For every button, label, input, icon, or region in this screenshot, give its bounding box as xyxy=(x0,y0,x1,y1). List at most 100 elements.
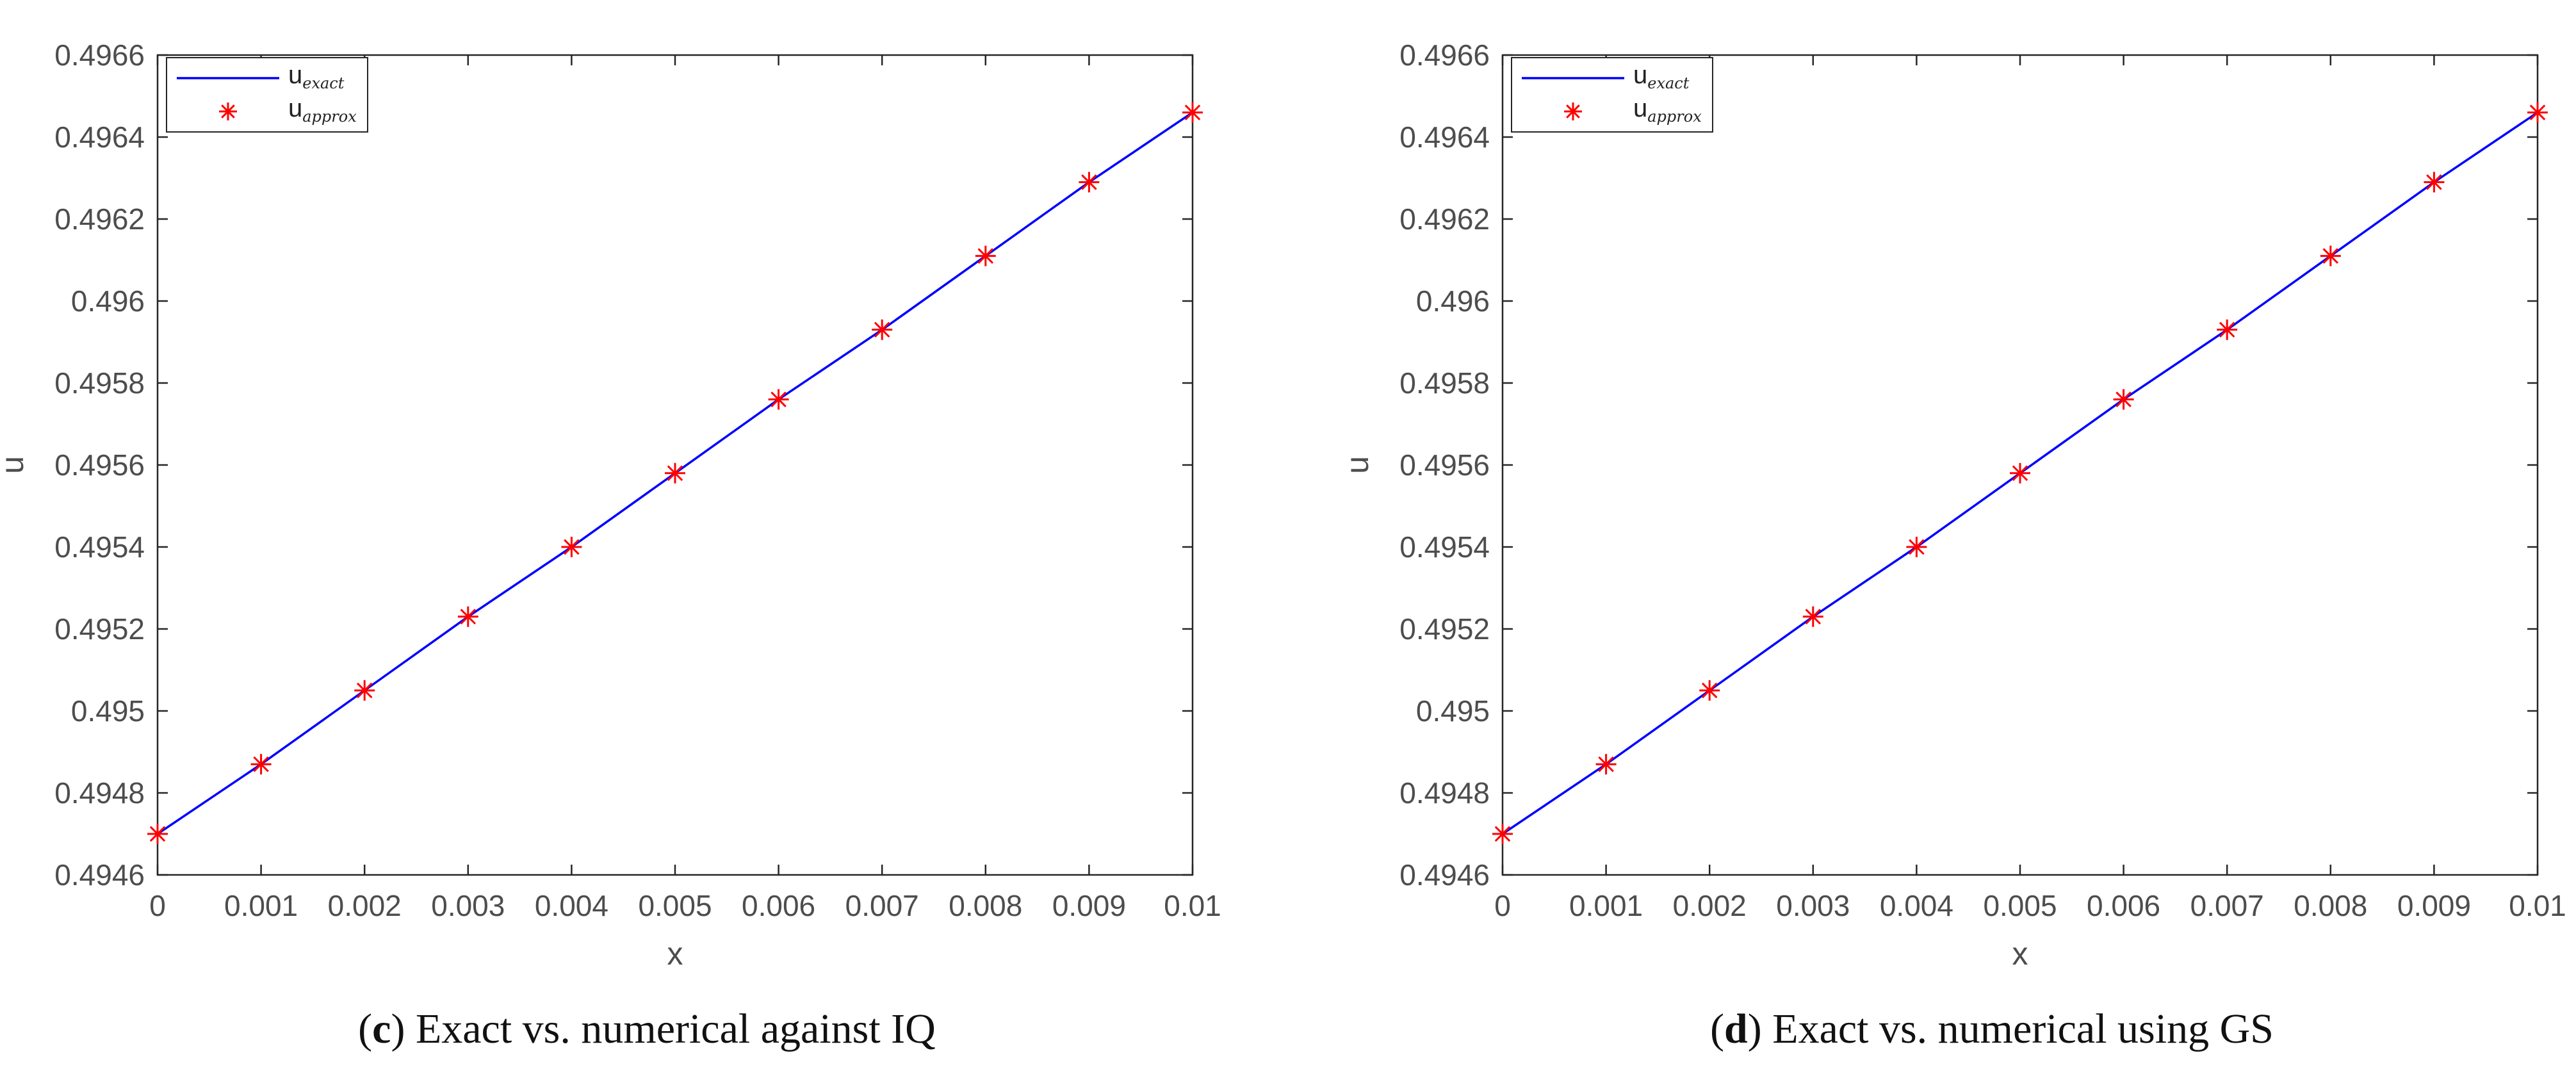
y-tick-label: 0.4956 xyxy=(54,448,145,482)
y-tick-label: 0.4966 xyxy=(54,38,145,72)
y-tick-label: 0.4946 xyxy=(1399,858,1490,892)
asterisk-stroke xyxy=(149,826,166,842)
asterisk-stroke xyxy=(1701,682,1718,699)
data-point-approx xyxy=(354,680,375,701)
legend-label-subscript: exact xyxy=(302,74,344,92)
legend-label: uexact xyxy=(288,61,345,92)
caption-paren-open: ( xyxy=(358,1006,372,1052)
y-tick-label: 0.4956 xyxy=(1399,448,1490,482)
asterisk-stroke xyxy=(1184,104,1201,120)
legend-label-main: u xyxy=(288,94,302,122)
y-tick-label: 0.4954 xyxy=(54,530,145,564)
data-point-approx xyxy=(147,824,168,844)
x-tick-label: 0.01 xyxy=(1164,889,1221,922)
figure-caption: (c) Exact vs. numerical against IQ xyxy=(358,1006,936,1052)
x-tick-label: 0.009 xyxy=(2397,889,2471,922)
data-point-approx xyxy=(2320,245,2341,266)
x-tick-label: 0.004 xyxy=(1880,889,1953,922)
asterisk-stroke xyxy=(253,756,269,772)
asterisk-stroke xyxy=(2219,322,2235,338)
y-tick-label: 0.4952 xyxy=(54,612,145,646)
x-tick-label: 0.002 xyxy=(328,889,402,922)
asterisk-stroke xyxy=(1081,174,1097,190)
y-tick-label: 0.4966 xyxy=(1399,38,1490,72)
x-tick-label: 0.001 xyxy=(1569,889,1643,922)
y-axis-label: u xyxy=(1339,456,1375,474)
chart-panel-c: 0 0.001 0.002 0.003 0.004 0.005 0.006 0.007 0.00… xyxy=(0,38,1221,972)
asterisk-stroke xyxy=(564,539,580,555)
asterisk-stroke xyxy=(1598,756,1614,772)
figure-caption: (d) Exact vs. numerical using GS xyxy=(1710,1006,2274,1052)
data-point-approx xyxy=(1182,102,1203,123)
y-tick-label: 0.4954 xyxy=(1399,530,1490,564)
y-tick-label: 0.4946 xyxy=(54,858,145,892)
asterisk-stroke xyxy=(770,391,787,407)
asterisk-stroke xyxy=(1566,104,1580,118)
y-tick-label: 0.495 xyxy=(71,694,145,728)
data-point-approx xyxy=(1802,606,1823,627)
asterisk-stroke xyxy=(874,322,890,338)
data-point-approx xyxy=(975,245,996,266)
y-axis-label: u xyxy=(0,456,30,474)
x-tick-label: 0 xyxy=(1494,889,1511,922)
asterisk-stroke xyxy=(460,608,477,625)
x-tick-label: 0.009 xyxy=(1052,889,1126,922)
x-tick-label: 0.01 xyxy=(2509,889,2566,922)
data-point-approx xyxy=(1699,680,1720,701)
x-tick-label: 0.007 xyxy=(2190,889,2264,922)
x-tick-label: 0.005 xyxy=(638,889,712,922)
legend-marker-swatch xyxy=(219,102,237,120)
y-tick-label: 0.4948 xyxy=(54,776,145,810)
asterisk-stroke xyxy=(977,248,994,264)
caption-text: Exact vs. numerical using GS xyxy=(1762,1006,2274,1052)
x-tick-label: 0.003 xyxy=(1776,889,1850,922)
asterisk-stroke xyxy=(2426,174,2442,190)
caption-paren-close: ) xyxy=(391,1006,405,1052)
legend-label-subscript: approx xyxy=(302,108,357,126)
x-tick-label: 0.006 xyxy=(742,889,815,922)
legend-label: uapprox xyxy=(1633,94,1702,126)
y-tick-label: 0.496 xyxy=(1416,284,1490,318)
y-tick-label: 0.4948 xyxy=(1399,776,1490,810)
data-point-approx xyxy=(457,606,478,627)
asterisk-stroke xyxy=(2115,391,2132,407)
caption-panel-letter: d xyxy=(1724,1006,1748,1052)
x-tick-label: 0.001 xyxy=(224,889,298,922)
data-point-approx xyxy=(2010,462,2030,484)
asterisk-stroke xyxy=(2012,465,2028,482)
asterisk-stroke xyxy=(667,465,683,482)
legend-marker-swatch xyxy=(1564,102,1582,120)
legend-label-main: u xyxy=(1633,94,1647,122)
x-tick-label: 0.003 xyxy=(431,889,505,922)
legend-box xyxy=(1511,57,1713,133)
legend-box xyxy=(166,57,368,133)
data-point-approx xyxy=(561,537,582,557)
caption-panel-letter: c xyxy=(372,1006,391,1052)
caption-paren-close: ) xyxy=(1748,1006,1762,1052)
data-point-approx xyxy=(665,462,685,484)
asterisk-stroke xyxy=(1909,539,1925,555)
x-axis-label: x xyxy=(667,936,683,972)
x-tick-label: 0.008 xyxy=(2294,889,2367,922)
data-point-approx xyxy=(1906,537,1927,557)
x-tick-label: 0.007 xyxy=(845,889,919,922)
data-point-approx xyxy=(2424,172,2445,193)
y-tick-label: 0.4964 xyxy=(54,120,145,154)
asterisk-stroke xyxy=(221,104,235,118)
data-point-approx xyxy=(2527,102,2548,123)
legend-label: uexact xyxy=(1633,61,1690,92)
asterisk-stroke xyxy=(1494,826,1511,842)
asterisk-stroke xyxy=(1805,608,1822,625)
legend-label-main: u xyxy=(288,61,302,89)
data-point-approx xyxy=(872,319,893,340)
y-tick-label: 0.4964 xyxy=(1399,120,1490,154)
asterisk-stroke xyxy=(356,682,373,699)
data-point-approx xyxy=(1492,824,1513,844)
y-tick-label: 0.4952 xyxy=(1399,612,1490,646)
y-tick-label: 0.4958 xyxy=(54,366,145,400)
y-tick-label: 0.4962 xyxy=(54,202,145,236)
chart-panel-d: 0 0.001 0.002 0.003 0.004 0.005 0.006 0.007 0.00… xyxy=(1339,38,2566,972)
